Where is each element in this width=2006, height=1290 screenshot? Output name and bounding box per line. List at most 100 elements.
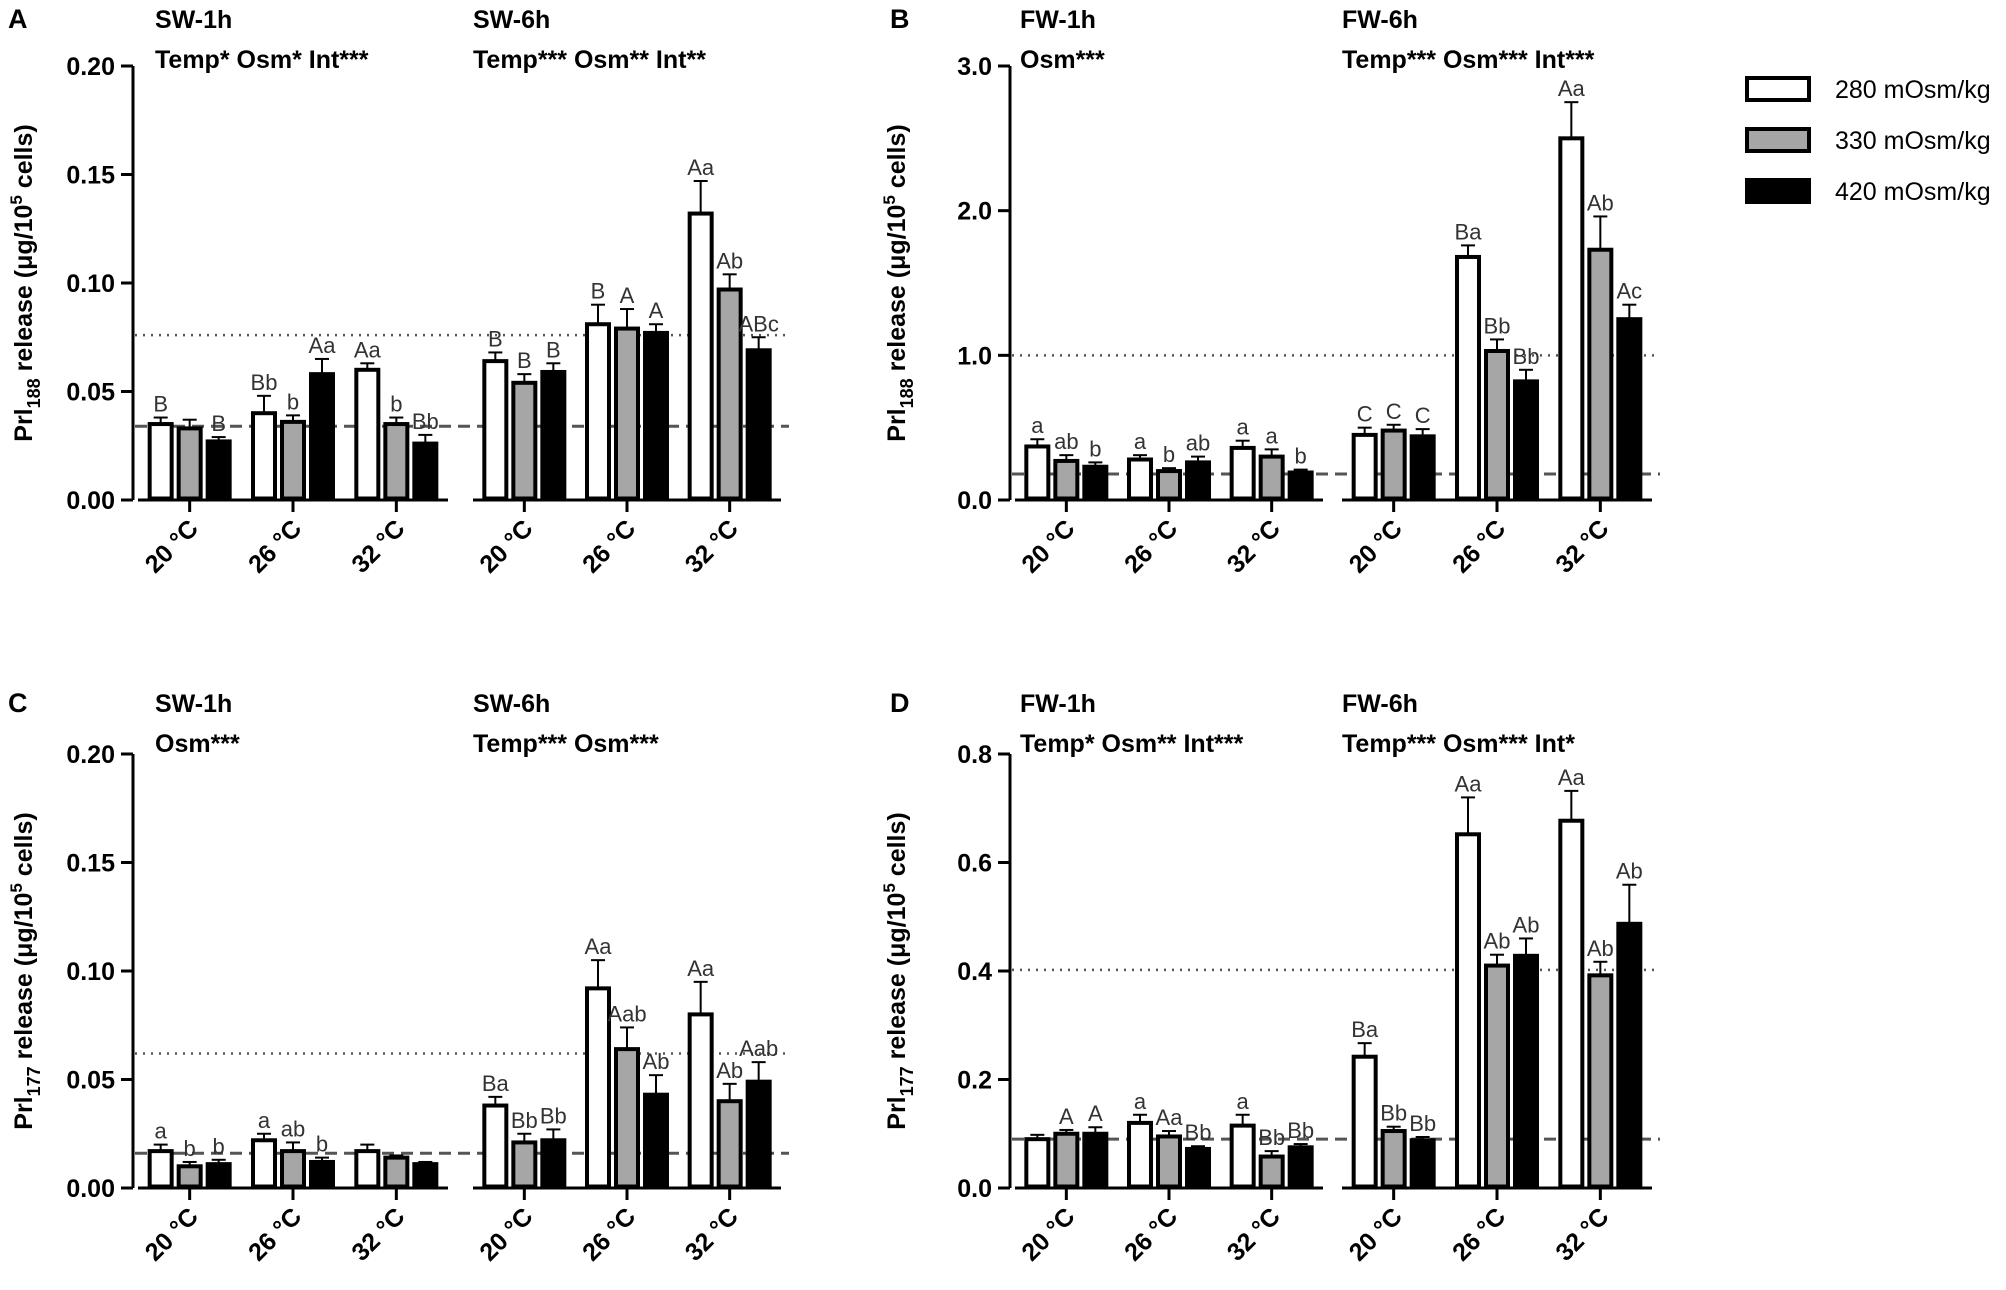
- significance-label: b: [1089, 436, 1101, 461]
- significance-label: Bb: [540, 1103, 567, 1128]
- x-tick-label: 26 °C: [1447, 1202, 1511, 1266]
- bar-b-fw-1h-32c-s1: [1229, 445, 1256, 501]
- group-title: SW-1h: [155, 6, 232, 34]
- bar-c-sw-1h-26c-s3: [309, 1159, 335, 1189]
- significance-label: Ab: [716, 1058, 743, 1083]
- bar-d-fw-6h-32c-s1: [1558, 818, 1585, 1189]
- panel-c: C 0.00 0.05 0.10 0.15 0.20 Prl177 release (μg/…: [7, 688, 789, 1267]
- x-tick-label: 26 °C: [243, 514, 307, 578]
- y-tick-label: 0.20: [66, 741, 115, 769]
- significance-label: C: [1357, 402, 1373, 427]
- bar-b-fw-6h-20c-s3: [1409, 434, 1436, 501]
- bar-c-sw-6h-32c-s2: [716, 1099, 743, 1189]
- significance-label: A: [620, 283, 635, 308]
- significance-label: b: [213, 1134, 225, 1159]
- significance-label: ab: [281, 1116, 305, 1141]
- bar-a-sw-6h-20c-s1: [482, 359, 509, 501]
- bar-d-fw-6h-20c-s2: [1380, 1129, 1407, 1189]
- legend-label: 330 mOsm/kg: [1835, 127, 1991, 155]
- x-tick-label: 20 °C: [1016, 514, 1080, 578]
- significance-label: B: [211, 411, 226, 436]
- bar-a-sw-1h-20c-s2: [176, 426, 203, 501]
- group-title: FW-1h: [1020, 6, 1096, 34]
- stats-annotation: Temp*** Osm*** Int***: [1342, 46, 1595, 74]
- y-axis-label: Prl188 release (μg/105 cells): [880, 124, 917, 441]
- y-tick-label: 0.10: [66, 958, 115, 986]
- significance-label: B: [488, 326, 503, 351]
- bar-a-sw-6h-26c-s3: [643, 330, 669, 501]
- panel-d: D 0.0 0.2 0.4 0.6 0.8 Prl177 release (μg/105 c…: [880, 688, 1660, 1267]
- group-title: FW-6h: [1342, 6, 1418, 34]
- significance-label: a: [155, 1119, 168, 1144]
- group-title: FW-6h: [1342, 690, 1418, 718]
- x-tick-label: 32 °C: [346, 514, 410, 578]
- bar-a-sw-1h-26c-s3: [309, 372, 335, 501]
- stats-annotation: Temp*** Osm** Int**: [473, 46, 706, 74]
- bar-b-fw-1h-20c-s3: [1082, 464, 1109, 501]
- y-tick-label: 0.05: [66, 379, 115, 407]
- significance-label: Ab: [643, 1049, 670, 1074]
- x-tick-label: 32 °C: [1222, 514, 1286, 578]
- x-tick-label: 20 °C: [1344, 514, 1408, 578]
- bar-a-sw-1h-20c-s1: [147, 422, 174, 501]
- significance-label: C: [1386, 399, 1402, 424]
- bar-d-fw-1h-32c-s1: [1229, 1123, 1256, 1189]
- bar-b-fw-1h-32c-s3: [1287, 470, 1314, 501]
- y-tick-label: 0.6: [957, 850, 992, 878]
- significance-label: Bb: [1258, 1125, 1285, 1150]
- bar-c-sw-6h-26c-s2: [614, 1047, 640, 1189]
- bar-c-sw-1h-32c-s3: [412, 1162, 439, 1189]
- significance-label: Aa: [687, 956, 715, 981]
- bar-d-fw-1h-20c-s2: [1053, 1131, 1080, 1189]
- bar-c-sw-6h-32c-s3: [745, 1079, 772, 1189]
- y-axis-label: Prl177 release (μg/105 cells): [880, 812, 917, 1129]
- bar-b-fw-1h-32c-s2: [1258, 454, 1285, 501]
- legend-label: 280 mOsm/kg: [1835, 76, 1991, 104]
- y-tick-label: 1.0: [957, 342, 992, 370]
- bar-c-sw-6h-20c-s2: [511, 1140, 538, 1189]
- x-tick-label: 20 °C: [140, 514, 204, 578]
- significance-label: b: [316, 1132, 328, 1157]
- significance-label: A: [649, 298, 664, 323]
- bar-b-fw-6h-32c-s3: [1616, 317, 1643, 501]
- group-title: SW-6h: [473, 6, 550, 34]
- significance-label: ABc: [738, 311, 778, 336]
- bar-c-sw-6h-20c-s3: [540, 1138, 567, 1189]
- bar-c-sw-6h-26c-s1: [585, 986, 611, 1189]
- y-tick-label: 0.15: [66, 162, 115, 190]
- x-tick-label: 32 °C: [1222, 1202, 1286, 1266]
- x-tick-label: 32 °C: [1550, 1202, 1614, 1266]
- stats-annotation: Osm***: [155, 730, 240, 758]
- bar-b-fw-1h-20c-s2: [1053, 458, 1080, 501]
- bar-a-sw-1h-32c-s1: [354, 367, 381, 501]
- y-tick-label: 0.2: [957, 1067, 992, 1095]
- bar-d-fw-1h-20c-s1: [1024, 1137, 1051, 1189]
- bar-b-fw-1h-26c-s3: [1185, 460, 1211, 501]
- significance-label: Aa: [687, 155, 715, 180]
- significance-label: b: [1163, 442, 1175, 467]
- y-tick-label: 0.15: [66, 850, 115, 878]
- significance-label: Aa: [354, 337, 382, 362]
- y-tick-label: 0.20: [66, 53, 115, 81]
- panel-b: B 0.0 1.0 2.0 3.0 Prl188 release (μg/105 cell…: [880, 4, 1660, 579]
- bar-b-fw-6h-26c-s1: [1455, 254, 1481, 501]
- panel-letter: C: [8, 688, 28, 718]
- significance-label: Aa: [1558, 765, 1586, 790]
- significance-label: ab: [1186, 431, 1210, 456]
- bar-a-sw-6h-20c-s3: [540, 369, 567, 501]
- bar-d-fw-1h-26c-s3: [1185, 1146, 1211, 1189]
- significance-label: B: [153, 392, 168, 417]
- x-tick-label: 26 °C: [577, 1202, 641, 1266]
- legend-label: 420 mOsm/kg: [1835, 178, 1991, 206]
- significance-label: Bb: [1409, 1111, 1436, 1136]
- significance-label: Ab: [716, 248, 743, 273]
- x-tick-label: 26 °C: [577, 514, 641, 578]
- bar-c-sw-6h-32c-s1: [687, 1012, 714, 1189]
- bar-d-fw-6h-32c-s2: [1587, 973, 1614, 1189]
- significance-label: a: [258, 1108, 271, 1133]
- significance-label: Ba: [1455, 219, 1483, 244]
